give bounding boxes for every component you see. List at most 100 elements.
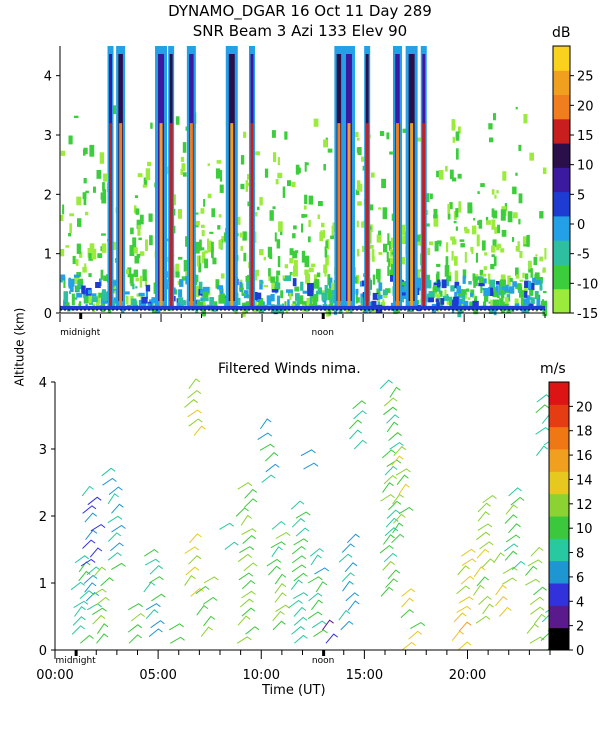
snr-cell	[377, 279, 381, 283]
snr-cell	[173, 194, 176, 206]
snr-cell	[165, 238, 170, 242]
snr-cell	[445, 165, 448, 172]
wind-barb	[188, 378, 201, 389]
snr-cell	[401, 224, 406, 235]
snr-cell	[322, 303, 328, 308]
snr-cell	[497, 243, 501, 248]
snr-cell	[497, 295, 500, 299]
snr-cell	[217, 225, 221, 230]
snr-cell	[259, 249, 264, 256]
snr-cell	[371, 300, 377, 308]
wind-barb	[303, 462, 319, 470]
wind-barb	[396, 474, 409, 486]
snr-cell	[387, 233, 390, 246]
snr-cell	[278, 221, 283, 232]
wind-barb	[386, 509, 401, 519]
snr-cell	[199, 239, 202, 251]
snr-cell	[98, 293, 103, 298]
snr-cell	[474, 296, 478, 304]
snr-cell	[255, 292, 262, 300]
wind-barb	[265, 463, 280, 473]
wind-barb	[111, 562, 126, 571]
snr-cell	[134, 195, 139, 199]
wind-barb	[392, 522, 404, 534]
snr-cell	[129, 245, 135, 257]
snr-cell	[479, 269, 484, 276]
snr-cell	[478, 276, 484, 283]
snr-cell	[272, 206, 276, 210]
snr-cell	[499, 298, 504, 307]
snr-cell	[289, 258, 294, 264]
snr-cell	[436, 170, 440, 178]
snr-cell	[504, 297, 509, 306]
wind-cluster	[322, 619, 339, 644]
snr-cell	[135, 277, 139, 282]
snr-cell	[88, 292, 92, 304]
wind-barb	[398, 506, 414, 515]
wind-barb	[241, 607, 256, 617]
winds-y-tick-label: 1	[39, 577, 47, 592]
snr-cell	[256, 298, 260, 303]
snr-cell	[500, 209, 506, 221]
snr-cell	[204, 258, 209, 269]
wind-barb	[70, 581, 85, 591]
snr-cell	[76, 272, 81, 277]
wind-barb	[482, 603, 494, 615]
snr-cell	[236, 216, 241, 225]
wind-barb	[393, 513, 406, 524]
snr-cell	[361, 221, 365, 228]
wind-barb	[71, 625, 85, 635]
snr-cell	[103, 275, 108, 282]
wind-barb	[525, 578, 541, 586]
winds-x-tick-label: 05:00	[139, 668, 176, 683]
wind-barb	[87, 496, 102, 506]
snr-cell	[390, 237, 394, 248]
winds-marker-label: midnight	[56, 656, 97, 666]
snr-cell	[417, 137, 421, 142]
snr-cell	[306, 273, 311, 285]
wind-barb	[72, 616, 86, 626]
snr-cell	[266, 295, 272, 306]
snr-cell	[285, 275, 292, 282]
snr-cell	[536, 294, 539, 299]
snr-column-core	[169, 123, 173, 307]
wind-barb	[307, 611, 323, 620]
winds-colorbar-segment	[549, 493, 569, 517]
wind-barb	[347, 600, 360, 611]
snr-cell	[519, 251, 523, 259]
wind-barb	[202, 596, 218, 605]
wind-barb	[188, 555, 202, 565]
snr-cell	[136, 293, 141, 297]
snr-cell	[270, 294, 275, 302]
wind-barb	[80, 634, 94, 644]
snr-cell	[474, 274, 479, 277]
snr-cell	[433, 214, 436, 219]
winds-colorbar-label: 18	[576, 425, 593, 440]
wind-barb	[293, 592, 309, 600]
wind-barb	[353, 410, 367, 420]
snr-colorbar-label: 10	[577, 159, 594, 174]
snr-cell	[93, 186, 96, 193]
snr-cell	[446, 275, 452, 282]
snr-cell	[368, 204, 374, 211]
wind-barb	[456, 585, 471, 595]
wind-barb	[508, 523, 521, 534]
snr-cell	[417, 234, 421, 242]
snr-cell	[309, 304, 314, 308]
snr-cell	[512, 186, 517, 195]
snr-cell	[195, 224, 199, 228]
snr-cell	[375, 293, 379, 299]
wind-barb	[504, 543, 519, 552]
snr-marker-label: midnight	[60, 328, 101, 338]
wind-barb	[508, 487, 522, 497]
snr-cell	[63, 291, 69, 302]
snr-cell	[331, 282, 334, 292]
snr-cell	[268, 268, 271, 277]
snr-cell	[427, 247, 431, 256]
snr-cell	[209, 231, 214, 234]
snr-cell	[380, 302, 386, 308]
snr-cell	[151, 297, 158, 304]
snr-colorbar-segment	[553, 191, 570, 217]
snr-cell	[528, 302, 534, 307]
wind-barb	[341, 543, 355, 553]
